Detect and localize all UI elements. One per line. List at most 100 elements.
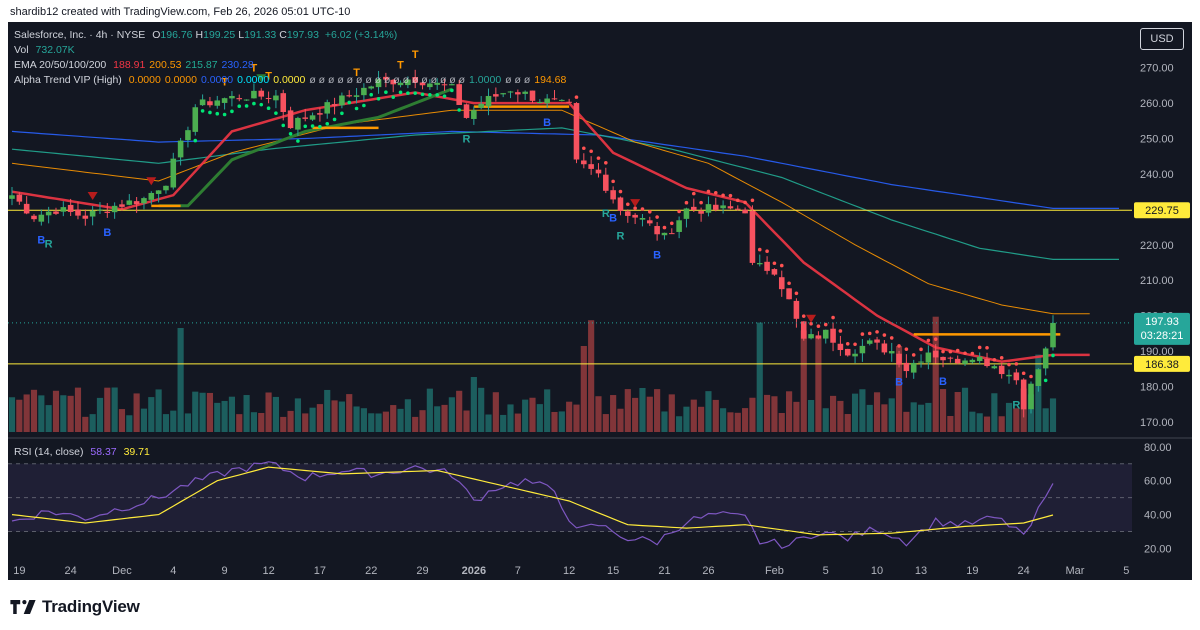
candle-body xyxy=(251,90,257,99)
legend-ema-value: 200.53 xyxy=(149,59,182,71)
trend-dot xyxy=(303,124,308,129)
trend-dot xyxy=(985,345,989,350)
trend-dot xyxy=(735,198,740,203)
volume-bar xyxy=(478,387,485,432)
currency-button[interactable]: USD xyxy=(1140,28,1184,50)
volume-bar xyxy=(727,412,734,432)
trend-dot xyxy=(948,349,953,354)
trend-dot xyxy=(325,121,330,126)
chart-canvas[interactable]: 170.00180.00190.00200.00210.00220.00230.… xyxy=(8,22,1192,580)
volume-bar xyxy=(895,346,903,432)
time-tick-label: 2026 xyxy=(462,565,486,577)
trend-dot xyxy=(274,111,278,115)
legend-volume-row[interactable]: Vol 732.07K xyxy=(14,43,566,58)
legend-ema-value: 188.91 xyxy=(113,59,146,71)
candle-body xyxy=(500,93,506,95)
level-price-label: 186.38 xyxy=(1145,359,1179,371)
trend-dot xyxy=(288,132,293,136)
price-tick-label: 260.00 xyxy=(1140,98,1174,110)
last-price-tag xyxy=(1134,312,1190,345)
trend-dot xyxy=(875,330,879,334)
volume-bar xyxy=(873,392,881,432)
trend-dot xyxy=(794,291,799,296)
candle-body xyxy=(947,357,954,359)
volume-bar xyxy=(529,397,536,432)
volume-bar xyxy=(668,394,675,432)
volume-bar xyxy=(646,396,653,432)
time-tick-label: 17 xyxy=(314,565,326,577)
candle-body xyxy=(800,321,807,339)
trend-dot xyxy=(347,100,352,105)
trend-dot xyxy=(442,94,447,98)
legend-symbol[interactable]: Salesforce, Inc. · 4h · NYSE xyxy=(14,29,146,41)
price-tick-label: 210.00 xyxy=(1140,275,1174,287)
time-tick-label: 4 xyxy=(170,565,176,577)
volume-bar xyxy=(734,412,741,432)
trend-dot xyxy=(640,207,645,211)
legend-volume-label: Vol xyxy=(14,44,29,56)
volume-bar xyxy=(551,411,558,432)
candle-body xyxy=(595,169,602,174)
trend-dot xyxy=(999,356,1004,360)
candle-body xyxy=(192,107,199,132)
level-price-label: 229.75 xyxy=(1145,205,1179,217)
volume-bar xyxy=(800,330,807,432)
legend-alpha-row[interactable]: Alpha Trend VIP (High) 0.0000 0.0000 0.000… xyxy=(14,73,566,88)
legend-change: +6.02 (+3.14%) xyxy=(324,29,398,41)
candle-body xyxy=(273,95,279,101)
price-tick-label: 270.00 xyxy=(1140,63,1174,75)
candle-body xyxy=(940,356,946,361)
volume-series xyxy=(8,316,1057,432)
legend-ema-row[interactable]: EMA 20/50/100/200 188.91 200.53 215.87 230.… xyxy=(14,58,566,73)
candle-body xyxy=(559,99,565,101)
candle-body xyxy=(529,90,536,101)
trend-dot xyxy=(200,109,205,113)
candle-body xyxy=(683,208,690,219)
volume-bar xyxy=(485,414,492,432)
bar-countdown-label: 03:28:21 xyxy=(1141,330,1184,342)
volume-bar xyxy=(947,415,954,432)
volume-bar xyxy=(258,412,265,432)
legend-alpha-value: 0.0000 xyxy=(164,74,197,86)
trend-dot xyxy=(589,149,593,154)
volume-bar xyxy=(969,411,976,432)
legend-alpha-value: 0.0000 xyxy=(237,74,270,86)
candle-body xyxy=(60,207,67,212)
legend-ohlc-key: H xyxy=(195,29,204,41)
candle-body xyxy=(119,204,125,207)
trend-dot xyxy=(992,357,997,362)
candle-body xyxy=(573,103,580,160)
volume-bar xyxy=(786,391,793,432)
volume-bar xyxy=(595,396,602,432)
time-tick-label: 5 xyxy=(1123,565,1129,577)
candle-body xyxy=(661,232,668,236)
candle-body xyxy=(852,353,858,357)
trend-dot xyxy=(845,342,850,346)
candle-body xyxy=(456,84,462,105)
trend-dot xyxy=(809,321,813,326)
volume-bar xyxy=(1005,402,1013,432)
rsi-legend[interactable]: RSI (14, close) 58.37 39.71 xyxy=(14,446,150,458)
candle-body xyxy=(1042,348,1049,369)
candle-body xyxy=(23,203,30,214)
chart-frame[interactable]: 170.00180.00190.00200.00210.00220.00230.… xyxy=(8,22,1192,580)
volume-bar xyxy=(250,412,258,432)
volume-bar xyxy=(1013,408,1020,432)
volume-bar xyxy=(829,395,837,432)
signal-label: T xyxy=(265,71,272,83)
candle-body xyxy=(16,194,23,202)
trend-dot xyxy=(1007,362,1011,367)
candle-body xyxy=(815,335,822,339)
candle-body xyxy=(89,210,96,217)
volume-bar xyxy=(89,414,96,432)
volume-bar xyxy=(272,396,279,432)
level-price-tag xyxy=(1134,202,1190,219)
volume-bar xyxy=(888,398,895,432)
trend-dot xyxy=(662,225,667,230)
ema-50-line xyxy=(11,109,1090,315)
candle-body xyxy=(698,211,704,214)
footer-logo[interactable]: TradingView xyxy=(10,596,140,618)
volume-bar xyxy=(184,413,192,432)
candle-body xyxy=(434,82,440,85)
volume-bar xyxy=(265,392,272,432)
